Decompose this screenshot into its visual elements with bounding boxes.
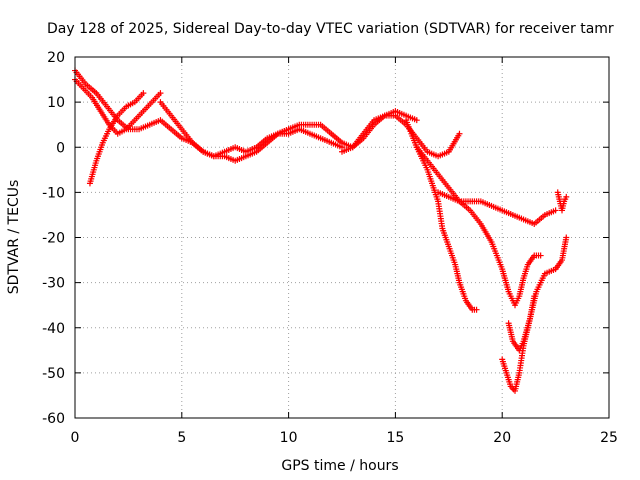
data-point [157,90,164,97]
data-point [140,90,147,97]
y-tick-label: -20 [42,231,65,247]
x-tick-label: 15 [386,430,404,446]
y-tick-label: -60 [42,411,65,427]
data-point [413,117,420,124]
axis-ticks: 0 5 10 15 20 25 20 10 0 -10 -20 -30 -40 -50 -60 [42,50,618,446]
data-point [537,252,544,259]
data-point [563,193,570,200]
y-tick-label: -30 [42,276,65,292]
y-axis-label: SDTVAR / TECUs [6,180,22,295]
x-axis-label: GPS time / hours [281,458,398,474]
data-point [552,207,559,214]
y-tick-label: 20 [47,50,65,66]
y-tick-label: -50 [42,366,65,382]
grid [75,57,609,418]
x-tick-label: 20 [493,430,511,446]
data-point [473,306,480,313]
x-tick-label: 25 [600,430,618,446]
y-tick-label: 0 [56,140,65,156]
x-tick-label: 0 [71,430,80,446]
y-tick-label: -10 [42,185,65,201]
y-tick-label: 10 [47,95,65,111]
x-tick-label: 5 [177,430,186,446]
x-tick-label: 10 [280,430,298,446]
data-marks [72,67,570,394]
y-tick-label: -40 [42,321,65,337]
data-point [563,234,570,241]
data-point [456,130,463,137]
chart-title: Day 128 of 2025, Sidereal Day-to-day VTE… [47,21,614,37]
